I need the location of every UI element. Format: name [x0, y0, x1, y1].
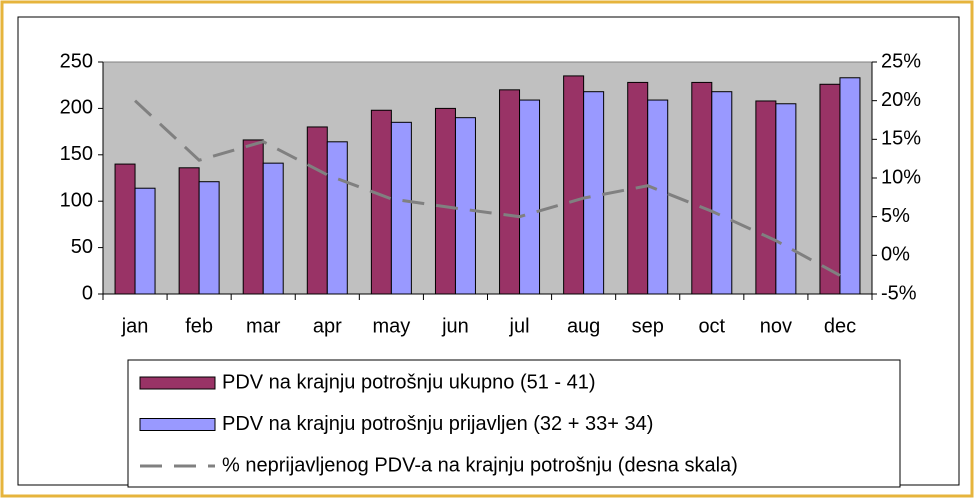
plot-area — [102, 61, 873, 295]
y-tick-label: 100 — [60, 189, 93, 211]
y-tick-label: 150 — [60, 143, 93, 165]
bar — [454, 117, 476, 295]
x-tick-label: aug — [567, 315, 600, 337]
bar — [711, 91, 733, 295]
bar — [775, 103, 797, 295]
x-tick-label: apr — [313, 315, 342, 337]
bar — [519, 99, 541, 295]
y2-tick-label: 20% — [881, 89, 921, 111]
x-tick-label: sep — [632, 315, 664, 337]
bar — [499, 89, 521, 295]
y-tick-label: 200 — [60, 97, 93, 119]
x-tick-label: jul — [509, 315, 530, 337]
bar — [326, 141, 348, 295]
x-tick-label: dec — [824, 315, 856, 337]
x-tick-label: mar — [246, 315, 281, 337]
y2-tick-label: 25% — [881, 50, 921, 72]
y2-tick-label: 15% — [881, 128, 921, 150]
legend-swatch — [139, 376, 216, 390]
bar — [198, 181, 220, 295]
bar — [755, 100, 777, 295]
bar — [370, 109, 392, 295]
bar — [114, 163, 136, 295]
x-tick-label: nov — [760, 315, 792, 337]
legend-swatch — [139, 418, 216, 431]
bar — [262, 162, 284, 295]
x-tick-label: may — [372, 315, 410, 337]
x-tick-label: jun — [441, 315, 469, 337]
bar — [839, 77, 861, 295]
legend-label: PDV na krajnju potrošnju ukupno (51 - 41… — [222, 371, 596, 393]
bar — [583, 91, 605, 295]
bar — [434, 107, 456, 295]
bar — [819, 83, 841, 295]
y2-tick-label: 5% — [881, 205, 910, 227]
bar — [178, 167, 200, 295]
x-tick-label: jan — [121, 315, 149, 337]
y-tick-label: 50 — [71, 236, 93, 258]
y2-tick-label: -5% — [881, 282, 917, 304]
x-tick-label: feb — [185, 315, 213, 337]
bar — [390, 121, 412, 295]
bar — [563, 75, 585, 295]
legend-box — [127, 359, 901, 488]
y-tick-label: 250 — [60, 50, 93, 72]
bar — [134, 187, 156, 295]
bar — [691, 81, 713, 295]
legend-label: % neprijavljenog PDV-a na krajnju potroš… — [222, 454, 738, 476]
legend-label: PDV na krajnju potrošnju prijavljen (32 … — [222, 413, 653, 435]
bar — [242, 139, 264, 295]
x-tick-label: oct — [698, 315, 725, 337]
bar — [306, 126, 328, 295]
line-series — [134, 99, 841, 277]
y2-tick-label: 10% — [881, 166, 921, 188]
y-tick-label: 0 — [82, 282, 93, 304]
y2-tick-label: 0% — [881, 244, 910, 266]
bar — [647, 99, 669, 295]
